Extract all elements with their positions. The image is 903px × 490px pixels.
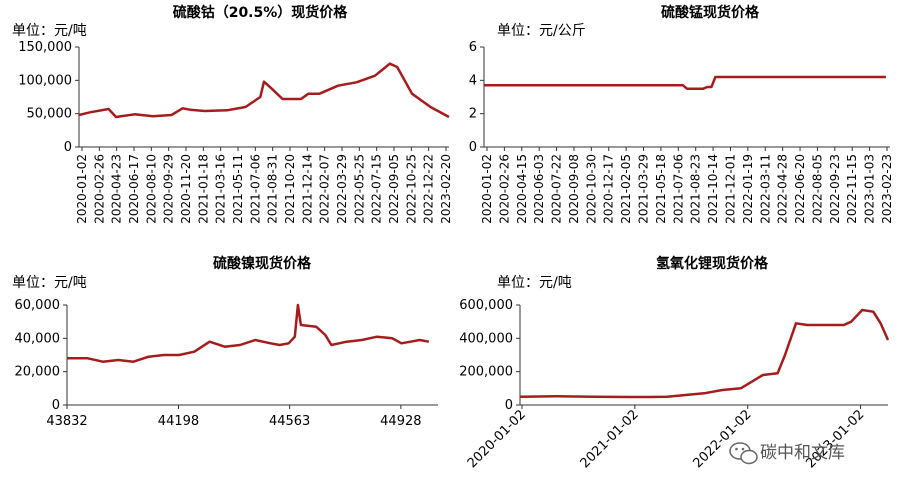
cobalt-xtick-label: 2021-07-06 — [248, 154, 262, 224]
nickel-xtick-label: 44928 — [380, 414, 421, 429]
manganese-xtick-label: 2021-03-29 — [637, 154, 651, 224]
manganese-price-line — [484, 75, 886, 90]
manganese-xtick-label: 2021-10-14 — [706, 154, 720, 224]
nickel-xtick-label: 44563 — [269, 414, 310, 429]
nickel-unit-label: 单位：元/吨 — [12, 275, 87, 291]
nickel-ytick-label: 60,000 — [15, 298, 61, 313]
manganese-xtick-label: 2021-07-06 — [671, 154, 685, 224]
cobalt-xtick-label: 2020-04-23 — [110, 154, 124, 224]
cobalt-ytick-label: 150,000 — [18, 40, 72, 55]
cobalt-xtick-label: 2021-05-11 — [231, 154, 245, 224]
manganese-xtick-label: 2020-10-30 — [584, 154, 598, 224]
manganese-xtick-label: 2023-01-03 — [863, 154, 877, 224]
manganese-xtick-label: 2022-08-05 — [810, 154, 824, 224]
cobalt-plot: 0 50,000 100,000 150,000 2020-01-02 2020-02-2… — [18, 40, 453, 224]
manganese-xtick-label: 2020-04-15 — [515, 154, 529, 224]
manganese-xtick-label: 2021-12-01 — [723, 154, 737, 224]
cobalt-xtick-label: 2022-02-07 — [318, 154, 332, 224]
lithium-ytick-label: 400,000 — [459, 331, 513, 346]
cobalt-chart-title: 硫酸钴（20.5%）现货价格 — [173, 4, 349, 21]
nickel-plot: 0 20,000 40,000 60,000 43832 44198 44563 44928 — [15, 298, 438, 429]
manganese-unit-label: 单位：元/公斤 — [497, 23, 586, 39]
manganese-xtick-label: 2022-09-23 — [828, 154, 842, 224]
manganese-ytick-label: 6 — [469, 40, 477, 55]
cobalt-xtick-label: 2021-10-20 — [283, 154, 297, 224]
cobalt-ytick-label: 0 — [64, 140, 72, 155]
manganese-xtick-label: 2020-02-26 — [497, 154, 511, 224]
watermark-text: 碳中和文库 — [760, 443, 845, 463]
cobalt-xtick-label: 2020-02-26 — [92, 154, 106, 224]
manganese-chart-title: 硫酸锰现货价格 — [661, 4, 760, 21]
lithium-ytick-label: 600,000 — [459, 298, 513, 313]
cobalt-xtick-label: 2020-11-20 — [179, 154, 193, 224]
cobalt-xtick-label: 2022-05-25 — [352, 154, 366, 224]
manganese-xtick-label: 2021-08-23 — [689, 154, 703, 224]
cobalt-xtick-label: 2020-01-02 — [75, 154, 89, 224]
manganese-xtick-label: 2020-06-03 — [532, 154, 546, 224]
cobalt-xtick-label: 2022-12-22 — [422, 154, 436, 224]
nickel-xtick-label: 44198 — [158, 414, 199, 429]
nickel-ytick-label: 20,000 — [15, 365, 61, 380]
manganese-xtick-label: 2023-02-23 — [880, 154, 894, 224]
manganese-xtick-label: 2022-04-28 — [776, 154, 790, 224]
manganese-xtick-label: 2021-02-05 — [619, 154, 633, 224]
cobalt-xtick-label: 2020-08-10 — [144, 154, 158, 224]
wechat-icon — [729, 442, 758, 465]
cobalt-xtick-label: 2022-03-29 — [335, 154, 349, 224]
cobalt-ytick-label: 50,000 — [27, 107, 73, 122]
cobalt-xtick-label: 2020-06-17 — [127, 154, 141, 224]
manganese-xtick-label: 2022-03-11 — [758, 154, 772, 224]
nickel-ytick-label: 40,000 — [15, 331, 61, 346]
cobalt-unit-label: 单位：元/吨 — [12, 23, 87, 39]
cobalt-xtick-label: 2022-07-15 — [370, 154, 384, 224]
cobalt-xtick-label: 2021-12-14 — [300, 154, 314, 224]
cobalt-price-line — [78, 62, 450, 119]
cobalt-xtick-label: 2022-09-05 — [387, 154, 401, 224]
cobalt-xtick-label: 2021-08-31 — [266, 154, 280, 224]
manganese-xtick-label: 2022-01-19 — [741, 154, 755, 224]
cobalt-xtick-label: 2022-10-25 — [404, 154, 418, 224]
nickel-price-line — [67, 303, 430, 363]
manganese-xtick-label: 2022-11-15 — [845, 154, 859, 224]
manganese-xtick-label: 2020-09-08 — [567, 154, 581, 224]
manganese-xtick-label: 2020-12-17 — [602, 154, 616, 224]
lithium-ytick-label: 200,000 — [459, 365, 513, 380]
lithium-ytick-label: 0 — [505, 398, 513, 413]
lithium-price-line — [519, 308, 890, 399]
watermark: 碳中和文库 — [729, 442, 845, 465]
nickel-chart-title: 硫酸镍现货价格 — [213, 255, 312, 272]
lithium-xtick-label: 2021-01-02 — [578, 407, 642, 471]
lithium-xtick-label: 2020-01-02 — [465, 407, 529, 471]
nickel-ytick-label: 0 — [52, 398, 60, 413]
manganese-ytick-label: 4 — [469, 73, 477, 88]
lithium-chart-title: 氢氧化锂现货价格 — [656, 255, 769, 272]
cobalt-xtick-label: 2021-03-16 — [214, 154, 228, 224]
cobalt-xtick-label: 2020-09-29 — [162, 154, 176, 224]
cobalt-xtick-label: 2021-01-18 — [196, 154, 210, 224]
manganese-xtick-label: 2022-06-20 — [793, 154, 807, 224]
cobalt-xtick-label: 2023-02-20 — [439, 154, 453, 224]
lithium-unit-label: 单位：元/吨 — [497, 275, 572, 291]
manganese-xtick-label: 2020-01-02 — [480, 154, 494, 224]
manganese-xtick-label: 2020-07-22 — [550, 154, 564, 224]
nickel-xtick-label: 43832 — [46, 414, 87, 429]
manganese-xtick-label: 2021-05-18 — [654, 154, 668, 224]
manganese-ytick-label: 2 — [469, 107, 477, 122]
manganese-ytick-label: 0 — [469, 140, 477, 155]
cobalt-ytick-label: 100,000 — [18, 73, 72, 88]
